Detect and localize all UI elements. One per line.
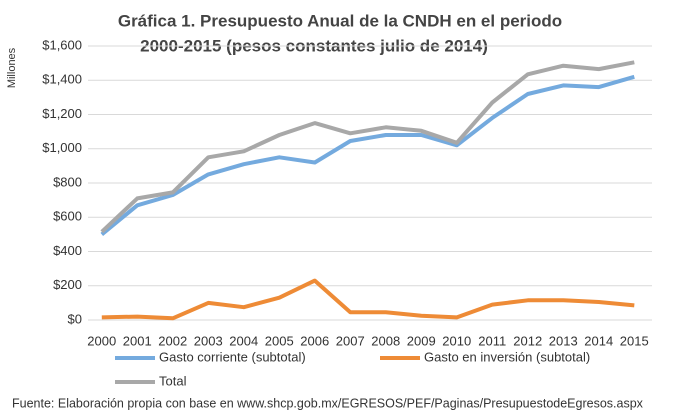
x-tick-label: 2011 xyxy=(478,333,506,348)
y-tick-label: $1,200 xyxy=(42,106,82,121)
series-line xyxy=(100,74,635,236)
y-tick-label: $1,000 xyxy=(42,140,82,155)
x-tick-label: 2010 xyxy=(442,333,471,348)
y-tick-label: $800 xyxy=(53,174,82,189)
y-tick-label: $1,600 xyxy=(42,37,82,52)
legend-label: Total xyxy=(159,373,187,388)
y-axis-label: Millones xyxy=(6,47,18,88)
x-tick-label: 2001 xyxy=(123,333,152,348)
x-tick-label: 2008 xyxy=(371,333,400,348)
x-tick-label: 2004 xyxy=(229,333,258,348)
y-tick-label: $600 xyxy=(53,209,82,224)
x-tick-label: 2000 xyxy=(87,333,116,348)
source-note: Fuente: Elaboración propia con base en w… xyxy=(12,396,644,410)
y-tick-label: $0 xyxy=(68,311,82,326)
x-tick-label: 2006 xyxy=(300,333,329,348)
series-line xyxy=(101,278,635,321)
x-tick-label: 2007 xyxy=(336,333,365,348)
series-line xyxy=(100,60,635,234)
y-tick-label: $1,400 xyxy=(42,72,82,87)
x-tick-label: 2015 xyxy=(620,333,649,348)
x-tick-label: 2003 xyxy=(194,333,223,348)
x-tick-label: 2012 xyxy=(513,333,542,348)
legend-label: Gasto corriente (subtotal) xyxy=(159,349,306,364)
x-tick-label: 2013 xyxy=(549,333,578,348)
x-tick-label: 2002 xyxy=(158,333,187,348)
legend-label: Gasto en inversión (subtotal) xyxy=(424,349,590,364)
y-tick-label: $200 xyxy=(53,277,82,292)
y-tick-label: $400 xyxy=(53,243,82,258)
chart-title: Gráfica 1. Presupuesto Anual de la CNDH … xyxy=(118,11,562,30)
x-tick-label: 2009 xyxy=(407,333,436,348)
x-tick-label: 2014 xyxy=(584,333,613,348)
x-tick-label: 2005 xyxy=(265,333,294,348)
